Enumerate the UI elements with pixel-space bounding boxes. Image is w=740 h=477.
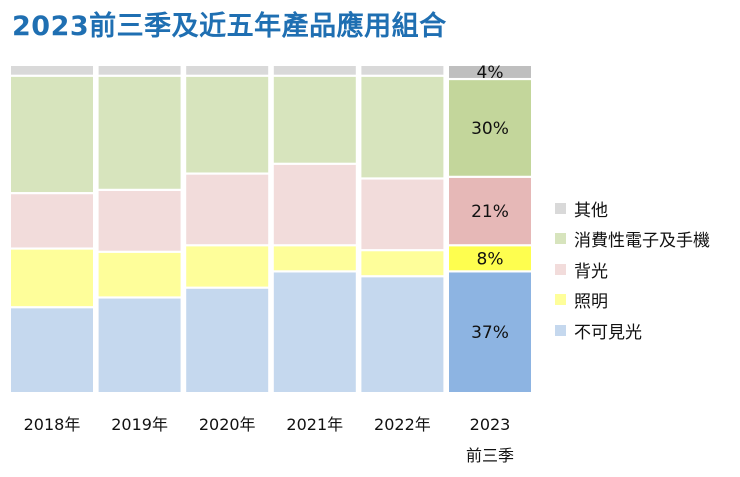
category-label: 2023 bbox=[470, 415, 511, 434]
bar-segment bbox=[11, 76, 93, 193]
data-label: 4% bbox=[477, 63, 504, 83]
category-label: 2020年 bbox=[199, 415, 256, 434]
bar-segment bbox=[186, 174, 269, 245]
bar-segment bbox=[98, 76, 181, 189]
data-label: 21% bbox=[471, 202, 509, 222]
bar-segment bbox=[361, 277, 444, 392]
bar-segment bbox=[11, 249, 93, 307]
legend-swatch bbox=[555, 202, 566, 214]
legend-label: 不可見光 bbox=[574, 322, 642, 343]
bar-segment bbox=[273, 164, 356, 245]
legend-item: 其他 bbox=[555, 193, 710, 224]
legend-swatch bbox=[555, 324, 566, 336]
bar-segment bbox=[98, 190, 181, 251]
bar-segment bbox=[98, 252, 181, 297]
bar-segment bbox=[11, 308, 93, 392]
legend-label: 背光 bbox=[574, 261, 608, 282]
data-label: 30% bbox=[471, 119, 509, 139]
category-label: 2022年 bbox=[374, 415, 431, 434]
legend-item: 消費性電子及手機 bbox=[555, 224, 710, 255]
legend-item: 不可見光 bbox=[555, 315, 710, 346]
legend-swatch bbox=[555, 263, 566, 275]
legend-label: 照明 bbox=[574, 292, 608, 313]
category-label: 2019年 bbox=[111, 415, 168, 434]
bar-segment bbox=[361, 251, 444, 276]
bar-segment bbox=[449, 246, 531, 271]
bar-segment bbox=[361, 179, 444, 250]
bar-segment bbox=[273, 246, 356, 271]
bar-segment bbox=[273, 76, 356, 163]
chart-title: 2023前三季及近五年產品應用組合 bbox=[12, 11, 447, 42]
bar-segment bbox=[186, 246, 269, 287]
data-label: 37% bbox=[471, 323, 509, 343]
bar-segment bbox=[11, 194, 93, 248]
bar-segment bbox=[361, 76, 444, 178]
bar-segment bbox=[449, 272, 531, 392]
bar-segment bbox=[98, 66, 181, 75]
legend-swatch bbox=[555, 294, 566, 306]
legend-swatch bbox=[555, 233, 566, 245]
data-label: 8% bbox=[477, 249, 504, 269]
bar-segment bbox=[11, 66, 93, 75]
legend-label: 其他 bbox=[574, 200, 608, 221]
legend-item: 背光 bbox=[555, 254, 710, 285]
legend-item: 照明 bbox=[555, 285, 710, 316]
bar-segment bbox=[361, 66, 444, 75]
bar-segment bbox=[273, 66, 356, 75]
category-label: 2018年 bbox=[24, 415, 81, 434]
bar-segment bbox=[449, 66, 531, 78]
bar-segment bbox=[449, 80, 531, 176]
chart-legend: 其他消費性電子及手機 背光照明不可見光 bbox=[555, 193, 710, 346]
bar-segment bbox=[186, 66, 269, 75]
bar-segment bbox=[449, 177, 531, 245]
category-label: 2021年 bbox=[286, 415, 343, 434]
legend-label: 消費性電子及手機 bbox=[574, 231, 710, 252]
bar-segment bbox=[186, 76, 269, 173]
bar-segment bbox=[273, 272, 356, 392]
bar-segment bbox=[186, 288, 269, 392]
category-label-sub: 前三季 bbox=[466, 446, 514, 465]
bar-segment bbox=[98, 298, 181, 392]
